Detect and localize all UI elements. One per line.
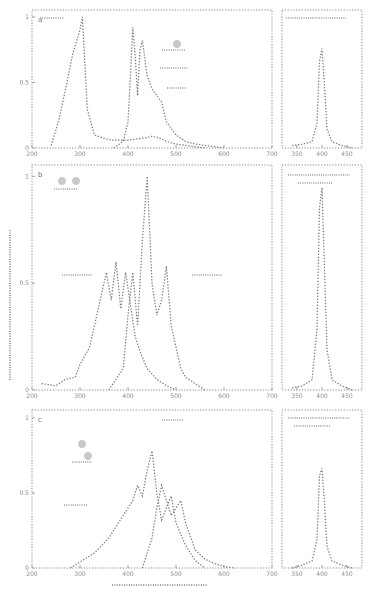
panel-b: 200 300 400 500 600 700 0 0.5 1 b 350 400 450 bbox=[19, 164, 363, 400]
series-line-2 bbox=[113, 27, 225, 149]
y-tick-label: 1 bbox=[25, 173, 29, 180]
structure-sketch bbox=[84, 452, 92, 460]
x-tick-label: 300 bbox=[74, 571, 86, 578]
inset-series-line bbox=[291, 48, 353, 149]
y-tick-label: 1 bbox=[25, 415, 29, 422]
inset-x-tick-label: 400 bbox=[316, 393, 328, 400]
x-tick-label: 200 bbox=[26, 393, 38, 400]
inset-series-line bbox=[291, 468, 353, 569]
panel-frame bbox=[31, 9, 273, 149]
inset-x-tick-label: 400 bbox=[316, 151, 328, 158]
x-tick-label: 600 bbox=[218, 151, 230, 158]
y-tick-label: 0 bbox=[25, 387, 29, 394]
panel-label: b bbox=[38, 171, 43, 179]
structure-sketch bbox=[173, 40, 181, 48]
series-line-1 bbox=[70, 450, 206, 569]
axis-marks bbox=[9, 230, 208, 586]
panel-frame bbox=[31, 409, 273, 569]
x-tick-label: 200 bbox=[26, 151, 38, 158]
x-tick-label: 700 bbox=[266, 393, 278, 400]
y-tick-label: 0 bbox=[25, 145, 29, 152]
y-tick-label: 0.5 bbox=[19, 490, 29, 497]
x-tick-label: 600 bbox=[218, 571, 230, 578]
series-line-1 bbox=[50, 16, 205, 149]
panel-label: c bbox=[38, 416, 42, 424]
series-line-2 bbox=[141, 483, 234, 569]
structure-sketch bbox=[58, 177, 66, 185]
x-tick-label: 500 bbox=[170, 393, 182, 400]
inset-frame bbox=[281, 9, 363, 149]
panel-frame bbox=[31, 164, 273, 391]
inset-x-tick-label: 400 bbox=[316, 571, 328, 578]
inset-x-tick-label: 350 bbox=[291, 393, 303, 400]
panel-c: 200 300 400 500 600 700 0 0.5 1 c 350 400 450 bbox=[19, 409, 363, 578]
annotation-marks bbox=[54, 174, 350, 276]
inset-frame bbox=[281, 409, 363, 569]
inset-x-tick-label: 450 bbox=[341, 151, 353, 158]
inset-c: 350 400 450 bbox=[281, 409, 363, 578]
x-tick-label: 400 bbox=[122, 151, 134, 158]
annotation-marks bbox=[40, 17, 346, 89]
x-tick-label: 600 bbox=[218, 393, 230, 400]
series-line-1 bbox=[41, 261, 177, 391]
x-tick-label: 300 bbox=[74, 151, 86, 158]
x-tick-label: 500 bbox=[170, 571, 182, 578]
x-tick-label: 400 bbox=[122, 393, 134, 400]
inset-x-tick-label: 350 bbox=[291, 571, 303, 578]
x-tick-label: 700 bbox=[266, 151, 278, 158]
panel-label: a bbox=[38, 16, 42, 24]
y-tick-label: 0 bbox=[25, 565, 29, 572]
series-line-2 bbox=[108, 176, 206, 391]
x-tick-label: 200 bbox=[26, 571, 38, 578]
annotation-marks bbox=[64, 417, 350, 506]
y-tick-label: 0.5 bbox=[19, 280, 29, 287]
structure-sketch bbox=[72, 177, 80, 185]
x-tick-label: 500 bbox=[170, 151, 182, 158]
x-tick-label: 300 bbox=[74, 393, 86, 400]
y-tick-label: 0.5 bbox=[19, 79, 29, 86]
structure-sketch bbox=[78, 440, 86, 448]
inset-b: 350 400 450 bbox=[281, 164, 363, 400]
inset-x-tick-label: 450 bbox=[341, 393, 353, 400]
x-tick-label: 400 bbox=[122, 571, 134, 578]
inset-series-line bbox=[291, 187, 353, 391]
inset-x-tick-label: 350 bbox=[291, 151, 303, 158]
inset-a: 350 400 450 bbox=[281, 9, 363, 158]
x-tick-label: 700 bbox=[266, 571, 278, 578]
y-tick-label: 1 bbox=[25, 14, 29, 21]
inset-x-tick-label: 450 bbox=[341, 571, 353, 578]
panel-a: 200 300 400 500 600 700 0 0.5 1 a 350 400 450 bbox=[19, 9, 363, 158]
